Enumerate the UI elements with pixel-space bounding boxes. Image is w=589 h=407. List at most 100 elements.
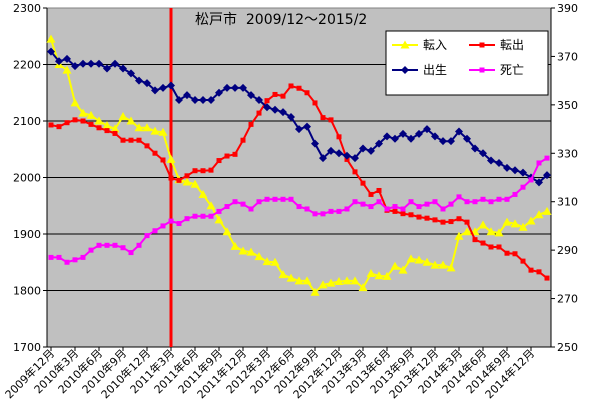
y-right-tick-label: 250 xyxy=(557,341,578,354)
move-out-point xyxy=(88,121,94,127)
move-out-point xyxy=(376,187,382,193)
move-in-point xyxy=(70,98,80,107)
move-out-point xyxy=(472,237,478,243)
move-in-point xyxy=(62,65,72,74)
deaths-point xyxy=(56,254,62,260)
move-out-point xyxy=(536,269,542,275)
move-in-point xyxy=(94,116,104,125)
births-point xyxy=(295,125,303,134)
y-left-tick-label: 1800 xyxy=(13,285,41,298)
deaths-point xyxy=(344,206,350,212)
births-point xyxy=(303,122,311,131)
move-in-point xyxy=(406,254,416,263)
deaths-point xyxy=(152,228,158,234)
deaths-point xyxy=(528,177,534,183)
births-point xyxy=(119,64,127,73)
deaths-point xyxy=(88,247,94,253)
births-point xyxy=(223,83,231,92)
move-in-point xyxy=(494,228,504,237)
y-right-tick-label: 370 xyxy=(557,50,578,63)
deaths-point xyxy=(112,242,118,248)
births-point xyxy=(319,154,327,163)
move-in-point xyxy=(358,283,368,292)
deaths-point xyxy=(96,242,102,248)
births-point xyxy=(375,139,383,148)
deaths-point xyxy=(248,206,254,212)
move-out-point xyxy=(496,244,502,250)
deaths-point xyxy=(544,155,550,161)
move-in-point xyxy=(110,124,120,133)
move-in-point xyxy=(350,276,360,285)
move-out-point xyxy=(424,215,430,221)
deaths-point xyxy=(432,199,438,205)
move-out-point xyxy=(328,117,334,123)
births-point xyxy=(543,171,551,180)
move-out-point xyxy=(104,128,110,134)
y-right-tick-label: 290 xyxy=(557,244,578,257)
move-in-point xyxy=(142,123,152,132)
y-right-tick-label: 390 xyxy=(557,2,578,15)
births-point xyxy=(95,59,103,68)
chart-title: 松戸市 2009/12～2015/2 xyxy=(195,11,367,28)
move-in-point xyxy=(486,227,496,236)
move-in-point xyxy=(278,270,288,279)
move-out-point xyxy=(520,258,526,264)
move-in-point xyxy=(286,273,296,282)
births-point xyxy=(103,64,111,73)
y-right-tick-label: 270 xyxy=(557,293,578,306)
move-out-point xyxy=(152,150,158,156)
deaths-point xyxy=(72,257,78,263)
deaths-point xyxy=(304,206,310,212)
deaths-point xyxy=(488,199,494,205)
births-series xyxy=(47,47,551,187)
move-out-point xyxy=(168,175,174,181)
move-out-point xyxy=(408,212,414,218)
move-in-point xyxy=(390,261,400,270)
deaths-point xyxy=(288,196,294,202)
births-point xyxy=(399,129,407,138)
move-out-point xyxy=(336,134,342,140)
births-point xyxy=(263,103,271,112)
deaths-point xyxy=(336,208,342,214)
move-in-point xyxy=(334,276,344,285)
move-out-point xyxy=(264,98,270,104)
deaths-point xyxy=(472,199,478,205)
move-out-point xyxy=(184,173,190,179)
deaths-point xyxy=(536,160,542,166)
move-in-point xyxy=(262,257,272,266)
deaths-point xyxy=(144,233,150,239)
deaths-point xyxy=(280,196,286,202)
legend-label-deaths: 死亡 xyxy=(500,63,524,77)
move-out-point xyxy=(456,216,462,222)
deaths-point xyxy=(208,213,214,219)
legend-box xyxy=(385,30,549,96)
deaths-point xyxy=(80,254,86,260)
move-in-point xyxy=(238,246,248,255)
move-in-point xyxy=(246,247,256,256)
y-left-tick-label: 2200 xyxy=(13,59,41,72)
births-point xyxy=(167,81,175,90)
legend-marker-move-out xyxy=(479,42,485,48)
deaths-point xyxy=(480,196,486,202)
births-point xyxy=(239,83,247,92)
births-point xyxy=(191,96,199,105)
move-in-point xyxy=(230,241,240,250)
legend-marker-move-in xyxy=(400,40,410,49)
births-point xyxy=(79,59,87,68)
move-in-point xyxy=(302,276,312,285)
move-out-point xyxy=(208,167,214,173)
births-point xyxy=(503,163,511,172)
births-point xyxy=(199,96,207,105)
move-in-point xyxy=(190,179,200,188)
move-out-point xyxy=(416,214,422,220)
move-out-point xyxy=(128,137,134,143)
move-in-point xyxy=(542,206,552,215)
move-out-point xyxy=(432,217,438,223)
deaths-point xyxy=(416,204,422,210)
move-in-point xyxy=(118,111,128,120)
move-in-point xyxy=(214,215,224,224)
move-out-point xyxy=(304,90,310,96)
deaths-point xyxy=(424,201,430,207)
